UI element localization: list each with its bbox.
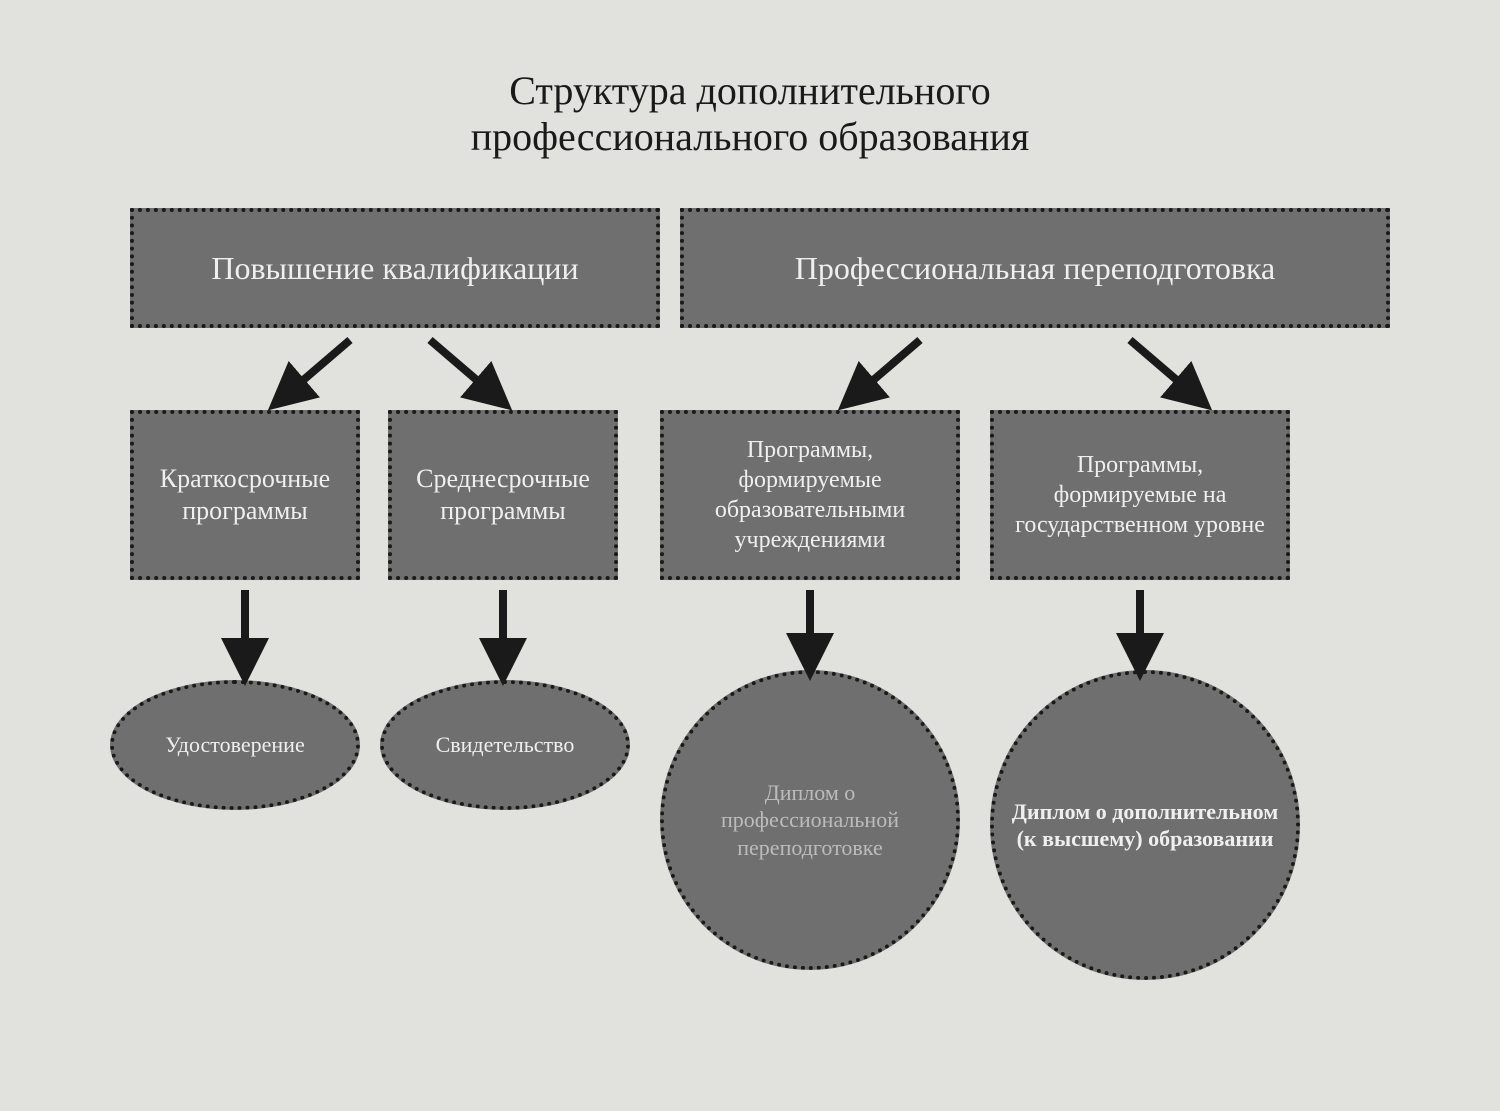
edge-n2-n6 — [1130, 340, 1200, 400]
node-label: Свидетельство — [436, 731, 575, 759]
node-label: Краткосрочные программы — [144, 463, 346, 528]
node-label: Программы, формируемые на государственно… — [1004, 450, 1276, 540]
node-diploma-additional-higher: Диплом о дополнительном (к высшему) обра… — [990, 670, 1300, 980]
title-line-1: Структура дополнительного — [509, 68, 990, 113]
node-label: Диплом о профессиональной переподготовке — [674, 779, 946, 862]
node-professional-retraining: Профессиональная переподготовка — [680, 208, 1390, 328]
node-label: Среднесрочные программы — [402, 463, 604, 528]
node-medium-term-programs: Среднесрочные программы — [388, 410, 618, 580]
node-short-term-programs: Краткосрочные программы — [130, 410, 360, 580]
node-label: Программы, формируемые образовательными … — [674, 435, 946, 555]
node-label: Диплом о дополнительном (к высшему) обра… — [1004, 798, 1286, 853]
edge-n2-n5 — [850, 340, 920, 400]
diagram-title: Структура дополнительного профессиональн… — [0, 68, 1500, 160]
node-certificate-udostoverenie: Удостоверение — [110, 680, 360, 810]
node-qualification-improvement: Повышение квалификации — [130, 208, 660, 328]
node-certificate-svidetelstvo: Свидетельство — [380, 680, 630, 810]
node-label: Повышение квалификации — [211, 248, 578, 288]
node-label: Профессиональная переподготовка — [795, 248, 1275, 288]
title-line-2: профессионального образования — [471, 114, 1030, 159]
edge-n1-n3 — [280, 340, 350, 400]
node-label: Удостоверение — [165, 731, 304, 759]
edge-n1-n4 — [430, 340, 500, 400]
node-programs-by-institutions: Программы, формируемые образовательными … — [660, 410, 960, 580]
node-programs-by-state: Программы, формируемые на государственно… — [990, 410, 1290, 580]
node-diploma-retraining: Диплом о профессиональной переподготовке — [660, 670, 960, 970]
